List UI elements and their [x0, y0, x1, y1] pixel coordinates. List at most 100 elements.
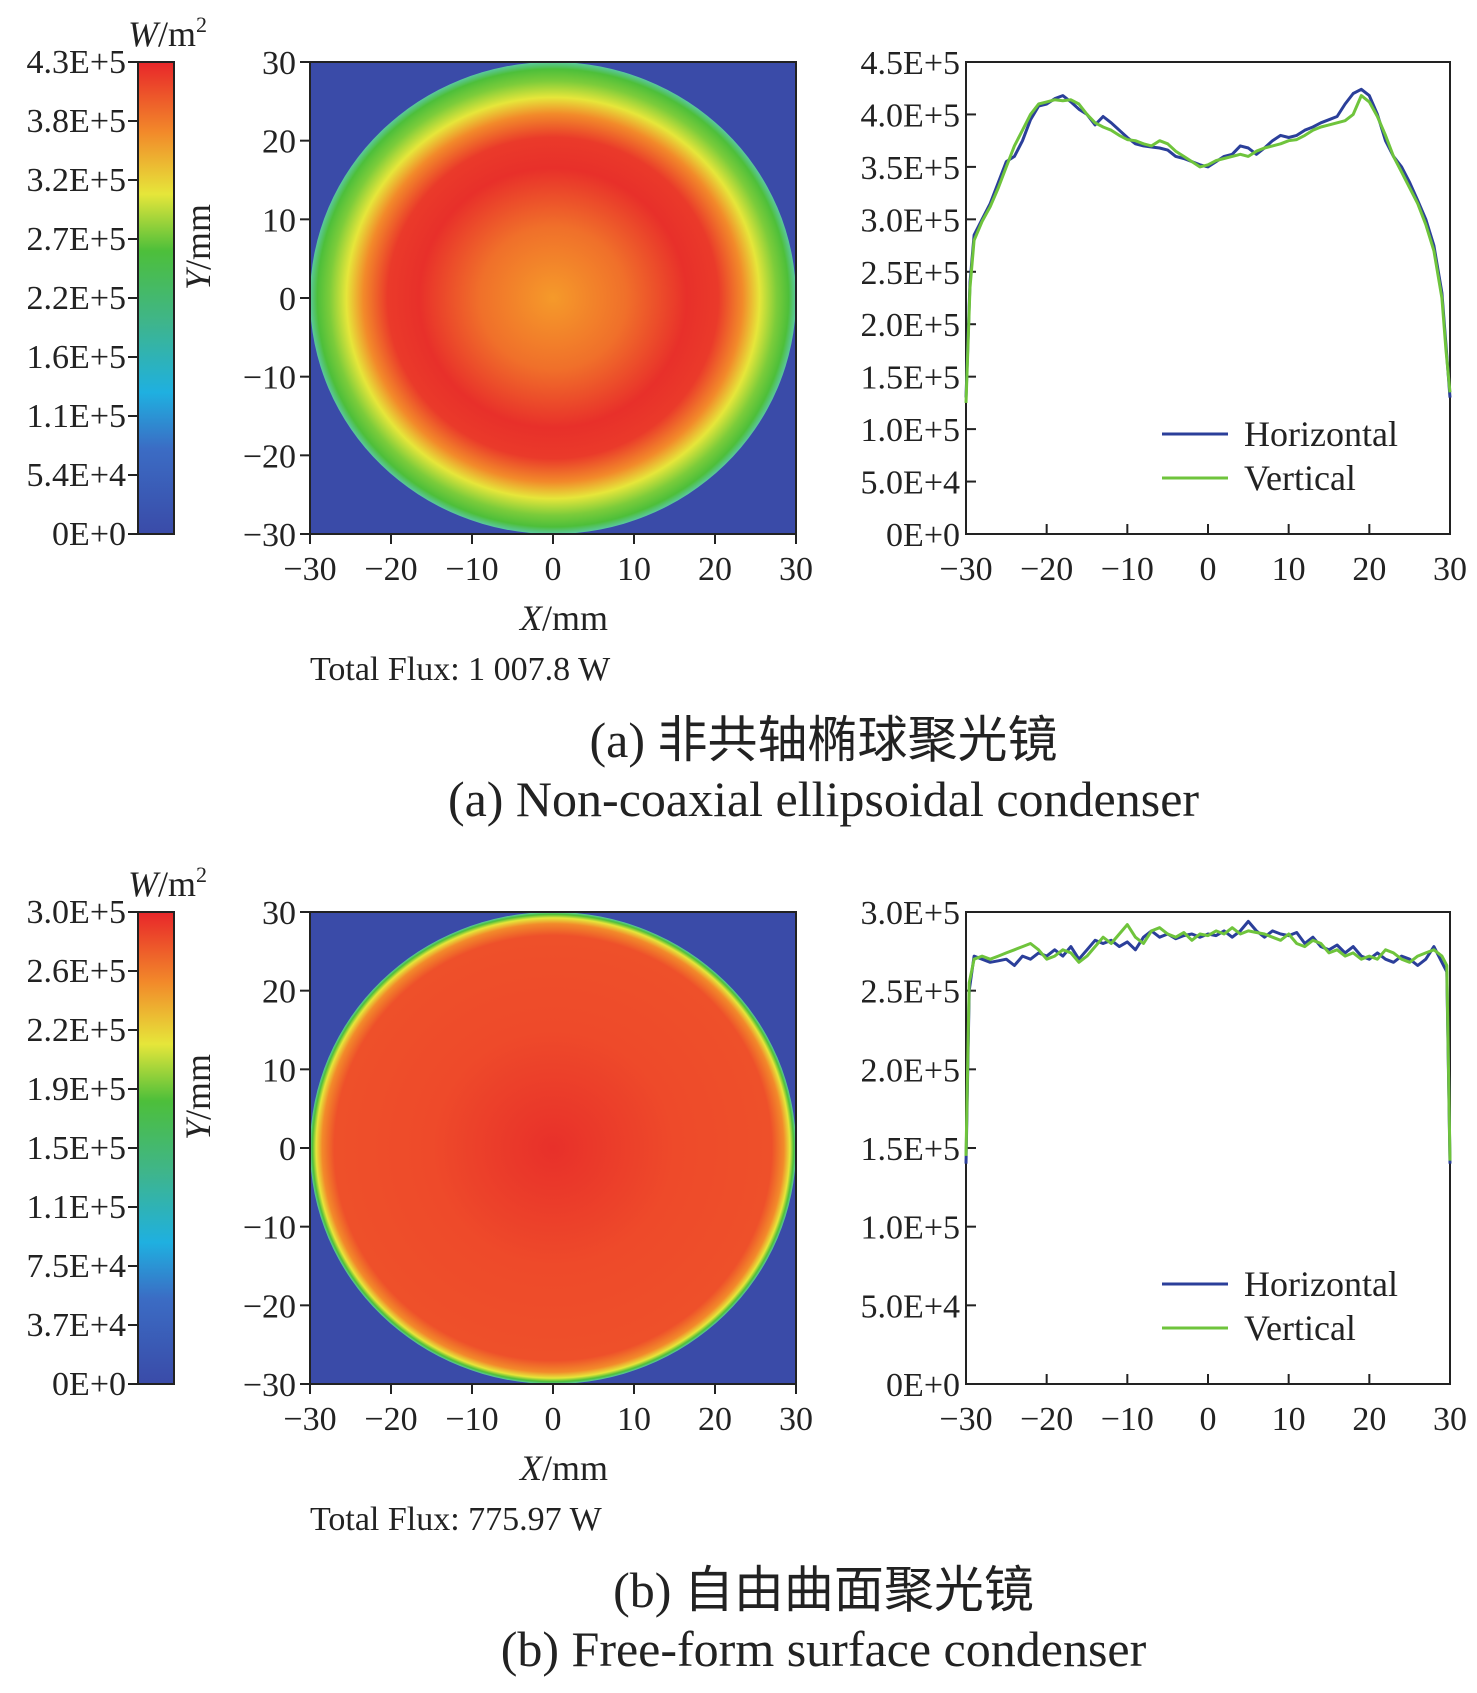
- colorbar-label: 7.5E+4: [27, 1248, 126, 1285]
- flux-disk: [310, 62, 796, 534]
- legend-label-vertical: Vertical: [1244, 458, 1356, 498]
- x-tick-label: −10: [1101, 551, 1154, 588]
- colorbar-label: 3.7E+4: [27, 1307, 126, 1344]
- series-line-horizontal: [964, 87, 1452, 398]
- total-flux: Total Flux: 775.97 W: [310, 1501, 603, 1538]
- panel-b: W/m2 3.0E+5 2.6E+5 2.2E+5 1.9E+5 1.5E+5 1.1E+…: [0, 850, 1477, 1660]
- y-tick-label: 10: [262, 1052, 296, 1089]
- y-tick-label: 3.5E+5: [861, 150, 960, 187]
- x-tick-label: −20: [1020, 1401, 1073, 1438]
- x-tick-label: 10: [1272, 551, 1306, 588]
- legend-label-horizontal: Horizontal: [1244, 1264, 1398, 1304]
- y-tick-label: −10: [243, 360, 296, 397]
- x-tick-label: 0: [1200, 1401, 1217, 1438]
- x-tick-label: −30: [283, 1401, 336, 1438]
- y-tick-label: 0: [279, 1131, 296, 1168]
- y-tick-label: −20: [243, 438, 296, 475]
- y-tick-label: 4.0E+5: [861, 97, 960, 134]
- x-tick-label: 20: [1352, 551, 1386, 588]
- caption-a-en: (a) Non-coaxial ellipsoidal condenser: [447, 771, 1200, 827]
- y-tick-label: −20: [243, 1288, 296, 1325]
- y-tick-label: 1.0E+5: [861, 1210, 960, 1247]
- x-tick-label: −30: [283, 551, 336, 588]
- y-tick-label: 3.0E+5: [861, 895, 960, 932]
- heatmap-ticks: 30 20 10 0 −10 −20 −30−30 −20 −10 0 10 20 30: [243, 45, 813, 588]
- x-tick-label: −20: [364, 1401, 417, 1438]
- colorbar-label: 1.9E+5: [27, 1071, 126, 1108]
- y-tick-label: −30: [243, 517, 296, 554]
- y-tick-label: −10: [243, 1210, 296, 1247]
- colorbar-labels: 4.3E+5 3.8E+5 3.2E+5 2.7E+5 2.2E+5 1.6E+5 1.1E…: [27, 44, 138, 553]
- x-tick-label: 20: [698, 1401, 732, 1438]
- profile-frame: [965, 911, 1451, 1385]
- profile-chart: 3.0E+5 2.5E+5 2.0E+5 1.5E+5 1.0E+5 5.0E+4 0E+0…: [861, 895, 1467, 1438]
- x-tick-label: −20: [364, 551, 417, 588]
- y-tick-label: 0E+0: [886, 517, 960, 554]
- colorbar-labels: 3.0E+5 2.6E+5 2.2E+5 1.9E+5 1.5E+5 1.1E+5 7.5E…: [27, 894, 138, 1403]
- colorbar-label: 3.2E+5: [27, 162, 126, 199]
- y-tick-label: 5.0E+4: [861, 1288, 960, 1325]
- panel-a: W/m2 4.3E+5 3.8E+5 3.2E+5 2.7E+5 2.2E+5 1.6E+…: [0, 0, 1477, 810]
- y-tick-label: 30: [262, 895, 296, 932]
- x-tick-label: 30: [779, 551, 813, 588]
- y-tick-label: 4.5E+5: [861, 45, 960, 82]
- colorbar-label: 0E+0: [52, 1366, 126, 1403]
- x-tick-label: −10: [1101, 1401, 1154, 1438]
- x-tick-label: 10: [1272, 1401, 1306, 1438]
- y-tick-label: 1.0E+5: [861, 412, 960, 449]
- y-tick-label: 0: [279, 281, 296, 318]
- y-tick-label: 2.5E+5: [861, 255, 960, 292]
- profile-frame: [965, 61, 1451, 535]
- caption-b-cn: (b) 自由曲面聚光镜: [613, 1562, 1034, 1618]
- y-tick-label: 0E+0: [886, 1367, 960, 1404]
- colorbar-label: 2.2E+5: [27, 280, 126, 317]
- panel-b-svg: W/m2 3.0E+5 2.6E+5 2.2E+5 1.9E+5 1.5E+5 1.1E+…: [27, 862, 1467, 1538]
- colorbar-label: 1.6E+5: [27, 339, 126, 376]
- flux-disk: [310, 912, 796, 1384]
- colorbar-label: 4.3E+5: [27, 44, 126, 81]
- x-tick-label: 30: [779, 1401, 813, 1438]
- colorbar-label: 5.4E+4: [27, 457, 126, 494]
- x-axis-label: X/mm: [518, 598, 608, 638]
- x-tick-label: −30: [939, 1401, 992, 1438]
- y-tick-label: 20: [262, 124, 296, 161]
- colorbar-label: 2.7E+5: [27, 221, 126, 258]
- colorbar-unit: W/m2: [128, 12, 207, 54]
- colorbar-label: 2.6E+5: [27, 953, 126, 990]
- y-tick-label: 30: [262, 45, 296, 82]
- x-tick-label: −10: [445, 551, 498, 588]
- y-axis-label: Y/mm: [178, 204, 218, 290]
- y-tick-label: 10: [262, 202, 296, 239]
- y-tick-label: 5.0E+4: [861, 465, 960, 502]
- series-line-vertical: [964, 923, 1452, 1161]
- x-tick-label: 0: [545, 551, 562, 588]
- y-tick-label: −30: [243, 1367, 296, 1404]
- x-tick-label: 20: [1352, 1401, 1386, 1438]
- x-tick-label: 30: [1433, 551, 1467, 588]
- x-tick-label: −10: [445, 1401, 498, 1438]
- y-tick-label: 3.0E+5: [861, 202, 960, 239]
- legend-label-vertical: Vertical: [1244, 1308, 1356, 1348]
- total-flux: Total Flux: 1 007.8 W: [310, 651, 611, 688]
- legend-label-horizontal: Horizontal: [1244, 414, 1398, 454]
- x-tick-label: −20: [1020, 551, 1073, 588]
- colorbar-label: 1.1E+5: [27, 1189, 126, 1226]
- y-tick-label: 2.0E+5: [861, 307, 960, 344]
- x-tick-label: 20: [698, 551, 732, 588]
- x-tick-label: −30: [939, 551, 992, 588]
- x-tick-label: 30: [1433, 1401, 1467, 1438]
- caption-b-en: (b) Free-form surface condenser: [500, 1621, 1147, 1677]
- colorbar-unit: W/m2: [128, 862, 207, 904]
- colorbar-label: 1.1E+5: [27, 398, 126, 435]
- x-axis-label: X/mm: [518, 1448, 608, 1488]
- panel-a-svg: W/m2 4.3E+5 3.8E+5 3.2E+5 2.7E+5 2.2E+5 1.6E+…: [27, 12, 1467, 688]
- y-tick-label: 2.5E+5: [861, 974, 960, 1011]
- profile-chart: 4.5E+5 4.0E+5 3.5E+5 3.0E+5 2.5E+5 2.0E+5 1.5E…: [861, 45, 1467, 588]
- x-tick-label: 10: [617, 1401, 651, 1438]
- caption-a-cn: (a) 非共轴椭球聚光镜: [589, 712, 1058, 768]
- y-tick-label: 2.0E+5: [861, 1052, 960, 1089]
- colorbar-label: 0E+0: [52, 516, 126, 553]
- colorbar: [137, 911, 175, 1385]
- heatmap-ticks: 30 20 10 0 −10 −20 −30−30 −20 −10 0 10 20 30: [243, 895, 813, 1438]
- colorbar-label: 2.2E+5: [27, 1012, 126, 1049]
